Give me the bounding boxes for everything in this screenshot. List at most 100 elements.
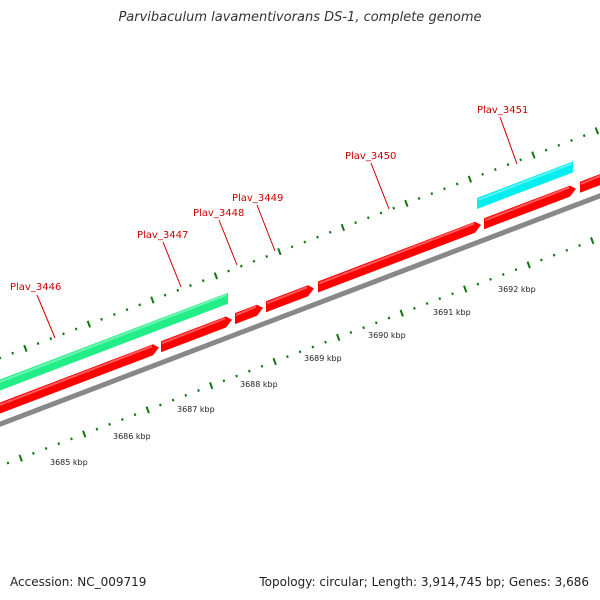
minor-tick	[557, 143, 561, 147]
gene-highlight	[161, 317, 226, 345]
major-tick	[277, 248, 282, 256]
minor-tick	[451, 292, 454, 296]
minor-tick	[260, 364, 264, 368]
major-tick	[399, 309, 404, 317]
scale-labels: 3685 kbp 3686 kbp 3687 kbp 3688 kbp 3689…	[50, 285, 536, 467]
gene-highlight	[0, 293, 228, 383]
minor-tick	[443, 187, 446, 191]
gene-label-plav-3446: Plav_3446	[10, 282, 61, 293]
minor-tick	[582, 134, 586, 138]
gene-track	[0, 161, 600, 414]
minor-tick	[189, 284, 192, 287]
minor-tick	[247, 369, 251, 373]
minor-tick	[506, 163, 510, 167]
minor-tick	[455, 182, 459, 186]
minor-tick	[74, 327, 78, 331]
gene-arrow-cyan-reverse	[477, 161, 573, 209]
minor-tick	[362, 326, 365, 330]
minor-tick	[159, 403, 162, 407]
minor-tick	[570, 139, 573, 142]
minor-tick	[125, 308, 129, 312]
minor-tick	[349, 331, 353, 334]
minor-tick	[163, 293, 167, 297]
minor-tick	[413, 306, 416, 310]
minor-tick	[227, 269, 230, 273]
minor-tick	[430, 192, 434, 196]
gene-highlight	[235, 305, 257, 317]
minor-tick	[303, 240, 307, 244]
major-tick	[209, 382, 214, 390]
minor-tick	[493, 168, 497, 171]
major-tick	[23, 344, 28, 352]
minor-tick	[578, 244, 581, 247]
major-tick	[150, 296, 155, 304]
minor-tick	[235, 374, 238, 378]
minor-tick	[11, 351, 15, 355]
scale-label-3692: 3692 kbp	[498, 285, 536, 294]
gene-label-line	[36, 294, 56, 339]
minor-tick	[552, 253, 556, 257]
minor-tick	[184, 393, 188, 397]
minor-tick	[366, 216, 370, 220]
minor-tick	[49, 337, 53, 341]
minor-tick	[44, 447, 48, 450]
minor-tick	[36, 342, 40, 345]
minor-tick	[476, 282, 480, 286]
major-tick	[145, 406, 150, 414]
minor-tick	[138, 303, 142, 307]
gene-arrow-red-reverse	[580, 174, 600, 193]
minor-tick	[481, 172, 484, 176]
major-tick	[336, 333, 341, 341]
major-tick	[272, 357, 277, 366]
scale-label-3690: 3690 kbp	[368, 331, 406, 340]
scale-label-3689: 3689 kbp	[304, 354, 342, 363]
minor-tick	[265, 255, 269, 258]
minor-tick	[425, 302, 429, 305]
minor-tick	[95, 427, 99, 431]
gene-labels: Plav_3446 Plav_3447 Plav_3448 Plav_3449 …	[10, 105, 528, 293]
minor-tick	[108, 422, 111, 426]
genome-summary-text: Topology: circular; Length: 3,914,745 bp…	[259, 575, 589, 589]
minor-tick	[70, 437, 73, 441]
minor-tick	[57, 442, 61, 446]
upper-tick-track	[0, 127, 600, 360]
major-tick	[213, 272, 219, 280]
gene-highlight	[266, 286, 308, 305]
gene-arrow-red-forward	[484, 185, 576, 230]
major-tick	[86, 320, 92, 328]
gene-arrow-red-forward	[266, 285, 314, 313]
major-tick	[404, 199, 409, 207]
gene-arrow-red-forward	[0, 344, 159, 414]
minor-tick	[133, 413, 137, 417]
minor-tick	[417, 197, 421, 200]
minor-tick	[565, 248, 569, 252]
minor-tick	[112, 313, 116, 316]
minor-tick	[6, 461, 10, 465]
minor-tick	[544, 148, 548, 152]
minor-tick	[387, 316, 391, 320]
minor-tick	[100, 317, 103, 321]
minor-tick	[197, 389, 200, 392]
minor-tick	[489, 277, 492, 281]
scale-label-3687: 3687 kbp	[177, 405, 215, 414]
gene-arrow-red-forward	[235, 304, 263, 325]
minor-tick	[32, 451, 35, 455]
major-tick	[590, 237, 595, 245]
gene-highlight	[484, 186, 570, 222]
minor-tick	[514, 268, 518, 272]
gene-label-line	[256, 204, 276, 252]
minor-tick	[501, 273, 505, 276]
gene-highlight	[580, 174, 600, 185]
major-tick	[340, 223, 346, 232]
minor-tick	[379, 211, 383, 215]
minor-tick	[252, 259, 256, 263]
major-tick	[531, 151, 536, 159]
minor-tick	[239, 264, 243, 268]
minor-tick	[62, 332, 65, 336]
minor-tick	[540, 258, 543, 262]
scale-label-3691: 3691 kbp	[433, 308, 471, 317]
minor-tick	[374, 321, 378, 325]
gene-highlight	[318, 222, 475, 285]
major-tick	[82, 430, 87, 438]
minor-tick	[176, 288, 180, 292]
